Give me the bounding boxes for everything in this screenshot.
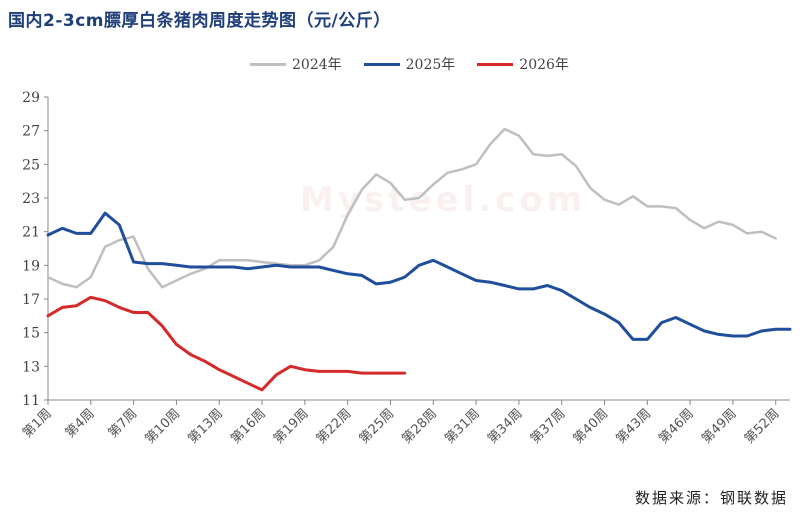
legend-label-2024: 2024年 (292, 57, 342, 73)
y-tick-label: 17 (22, 292, 40, 308)
x-tick-label: 第1周 (20, 406, 55, 441)
x-tick-label: 第28周 (399, 406, 440, 447)
x-tick-label: 第49周 (699, 406, 740, 447)
y-tick-label: 27 (22, 124, 40, 140)
x-tick-label: 第22周 (314, 406, 355, 447)
y-tick-label: 19 (22, 258, 40, 274)
legend: 2024年 2025年 2026年 (250, 54, 569, 74)
legend-label-2025: 2025年 (405, 57, 456, 73)
x-tick-label: 第52周 (742, 406, 783, 447)
legend-swatch-2024 (250, 62, 286, 66)
x-tick-label: 第19周 (271, 406, 312, 447)
x-tick-label: 第16周 (228, 406, 269, 447)
y-tick-label: 15 (22, 326, 40, 342)
legend-label-2026: 2026年 (519, 57, 569, 73)
y-tick-label: 13 (22, 359, 40, 375)
series-line-2 (46, 295, 407, 392)
x-tick-label: 第40周 (571, 406, 612, 447)
legend-item-2024[interactable]: 2024年 (250, 54, 342, 74)
y-tick-label: 25 (22, 157, 40, 173)
y-tick-label: 29 (22, 90, 40, 106)
x-tick-label: 第34周 (485, 406, 526, 447)
series-line-0 (46, 127, 777, 289)
chart-title: 国内2-3cm膘厚白条猪肉周度走势图（元/公斤） (8, 11, 391, 31)
y-tick-label: 23 (22, 191, 40, 207)
legend-swatch-2025 (363, 62, 400, 66)
x-tick-label: 第4周 (63, 406, 98, 441)
x-tick-label: 第37周 (528, 406, 569, 447)
x-tick-label: 第10周 (143, 406, 184, 447)
series-line-1 (46, 211, 792, 341)
y-tick-label: 21 (22, 225, 40, 241)
x-tick-label: 第7周 (106, 406, 141, 441)
x-tick-label: 第43周 (613, 406, 654, 447)
x-tick-label: 第46周 (656, 406, 697, 447)
data-source: 数据来源：钢联数据 (634, 489, 788, 507)
legend-item-2026[interactable]: 2026年 (477, 54, 569, 74)
x-tick-label: 第13周 (185, 406, 226, 447)
y-tick-label: 11 (22, 393, 40, 409)
x-tick-label: 第25周 (357, 406, 398, 447)
legend-swatch-2026 (477, 62, 514, 66)
legend-item-2025[interactable]: 2025年 (363, 54, 456, 74)
x-tick-label: 第31周 (442, 406, 483, 447)
